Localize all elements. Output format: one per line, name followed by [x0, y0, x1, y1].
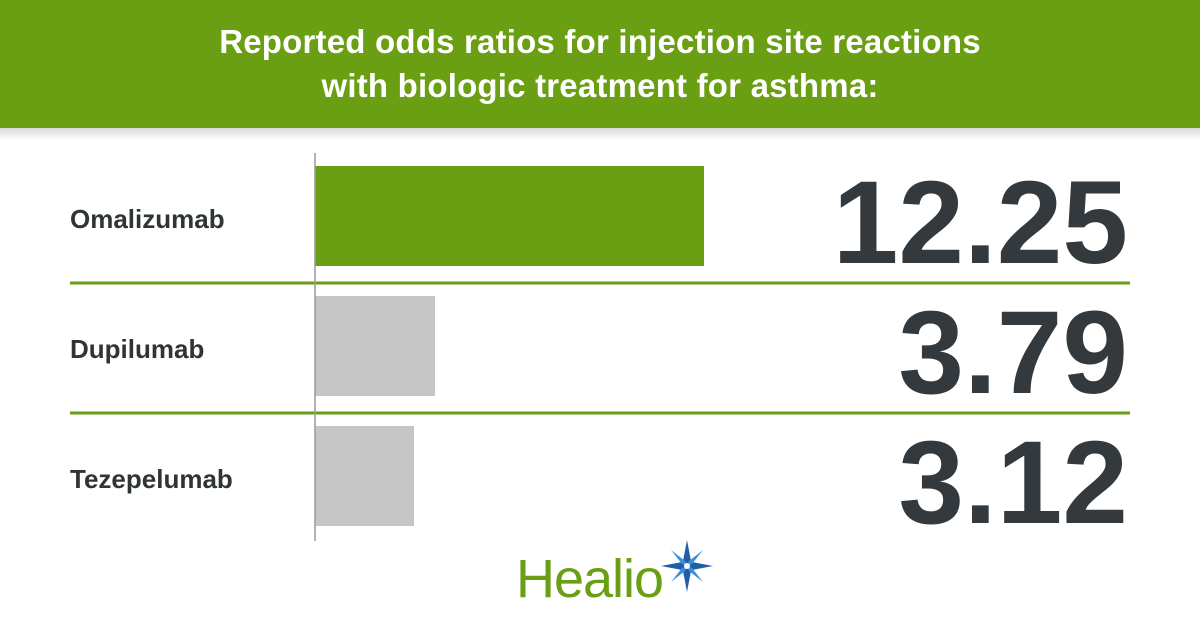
value-label: 12.25 [833, 157, 1128, 289]
header-banner: Reported odds ratios for injection site … [0, 0, 1200, 128]
title-line-1: Reported odds ratios for injection site … [219, 23, 981, 60]
bar-omalizumab [315, 166, 704, 266]
star-burst-icon [661, 540, 713, 592]
bar-dupilumab [315, 296, 435, 396]
value-label: 3.12 [898, 417, 1128, 549]
healio-logo-text: Healio [516, 549, 664, 609]
header-shadow [0, 128, 1200, 140]
category-label: Tezepelumab [70, 464, 233, 494]
bar-tezepelumab [315, 426, 414, 526]
title-line-2: with biologic treatment for asthma: [321, 67, 879, 104]
category-label: Omalizumab [70, 204, 225, 234]
category-label: Dupilumab [70, 334, 204, 364]
value-label: 3.79 [898, 287, 1128, 419]
healio-logo: Healio [516, 540, 736, 610]
